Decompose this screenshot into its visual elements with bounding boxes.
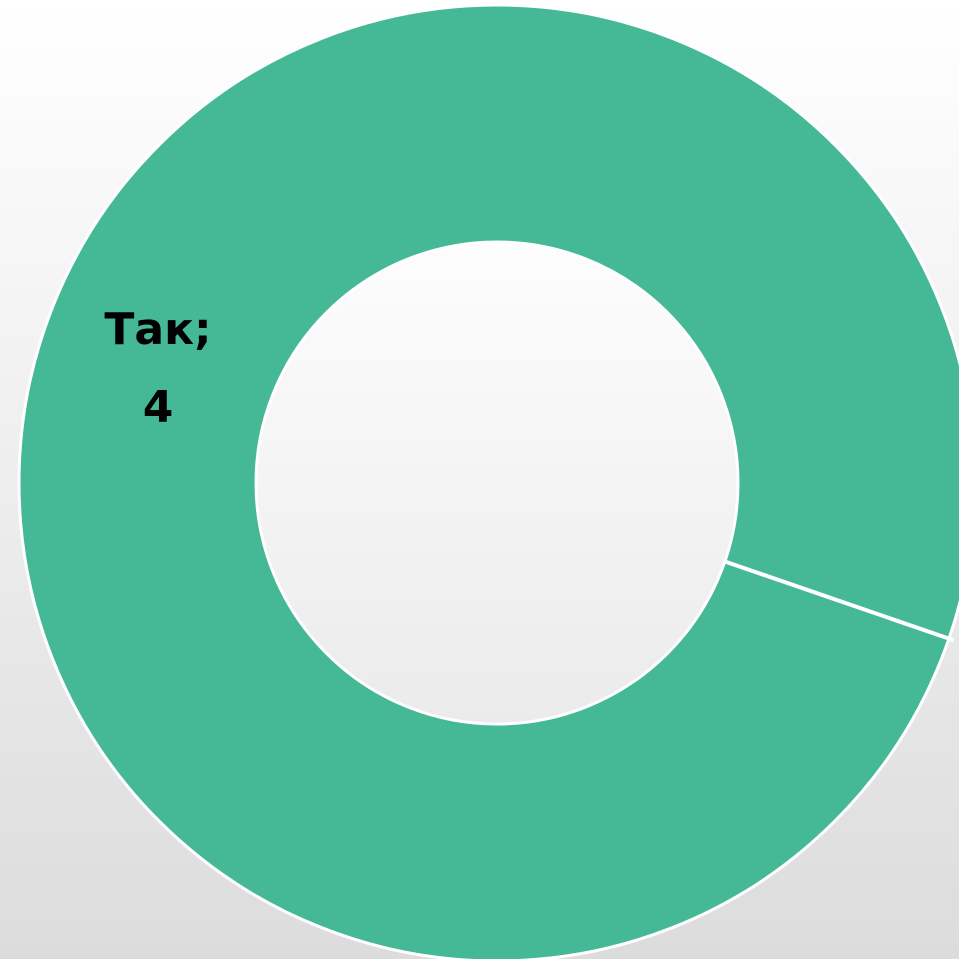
donut-hole (257, 243, 737, 723)
data-label-value: 4 (143, 382, 174, 433)
donut-slice (17, 3, 959, 959)
data-label-category: Так; (104, 304, 211, 355)
slice-divider (724, 559, 955, 643)
plot: Так; 4 (17, 3, 959, 959)
